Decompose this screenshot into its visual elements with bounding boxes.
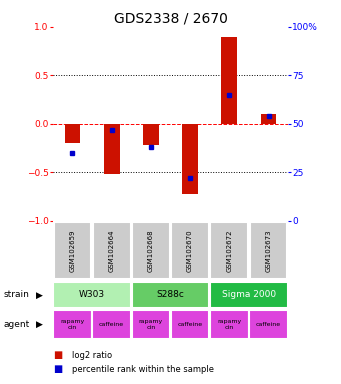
Text: caffeine: caffeine xyxy=(178,322,203,327)
Text: rapamy
cin: rapamy cin xyxy=(60,319,85,330)
Text: GSM102664: GSM102664 xyxy=(109,229,115,272)
Bar xyxy=(132,310,170,339)
Bar xyxy=(92,310,131,339)
Bar xyxy=(53,310,92,339)
Bar xyxy=(93,222,131,279)
Bar xyxy=(182,124,198,194)
Text: strain: strain xyxy=(3,290,29,300)
Text: log2 ratio: log2 ratio xyxy=(72,351,112,360)
Text: percentile rank within the sample: percentile rank within the sample xyxy=(72,365,213,374)
Text: ■: ■ xyxy=(53,364,62,374)
Bar xyxy=(143,124,159,145)
Text: GSM102673: GSM102673 xyxy=(266,229,271,272)
Text: GSM102672: GSM102672 xyxy=(226,229,232,272)
Bar xyxy=(261,114,276,124)
Bar xyxy=(104,124,119,174)
Text: caffeine: caffeine xyxy=(256,322,281,327)
Bar xyxy=(222,36,237,124)
Text: caffeine: caffeine xyxy=(99,322,124,327)
Bar xyxy=(210,282,288,308)
Text: GSM102668: GSM102668 xyxy=(148,229,154,272)
Text: rapamy
cin: rapamy cin xyxy=(217,319,241,330)
Text: GSM102659: GSM102659 xyxy=(70,229,75,272)
Bar xyxy=(54,222,91,279)
Text: rapamy
cin: rapamy cin xyxy=(139,319,163,330)
Text: GSM102670: GSM102670 xyxy=(187,229,193,272)
Text: ■: ■ xyxy=(53,350,62,360)
Text: ▶: ▶ xyxy=(36,320,43,329)
Bar xyxy=(171,310,209,339)
Bar xyxy=(210,310,249,339)
Bar xyxy=(53,282,131,308)
Bar xyxy=(249,310,288,339)
Bar xyxy=(171,222,209,279)
Bar xyxy=(132,222,170,279)
Bar xyxy=(64,124,80,143)
Text: agent: agent xyxy=(3,320,30,329)
Text: ▶: ▶ xyxy=(36,290,43,300)
Text: S288c: S288c xyxy=(157,290,184,299)
Bar xyxy=(210,222,248,279)
Bar xyxy=(132,282,209,308)
Text: Sigma 2000: Sigma 2000 xyxy=(222,290,276,299)
Text: W303: W303 xyxy=(79,290,105,299)
Title: GDS2338 / 2670: GDS2338 / 2670 xyxy=(114,12,227,26)
Bar xyxy=(250,222,287,279)
